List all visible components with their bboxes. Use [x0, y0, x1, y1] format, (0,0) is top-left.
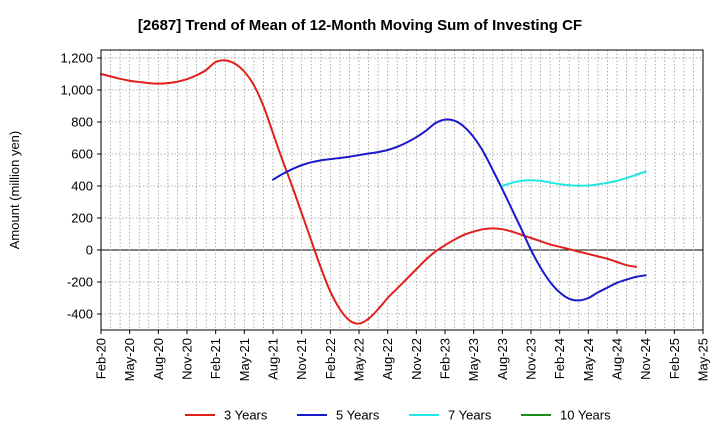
x-tick-label: May-25	[696, 338, 711, 381]
y-tick-label: 800	[71, 115, 93, 130]
y-tick-label: -400	[67, 307, 93, 322]
x-tick-label: Nov-24	[638, 338, 653, 380]
x-tick-label: Aug-22	[380, 338, 395, 380]
y-tick-label: 400	[71, 179, 93, 194]
plot-area-frame	[100, 49, 704, 331]
x-axis-ticks: Feb-20 May-20 Aug-20 Nov-20 Feb-21 May-21 Aug-…	[94, 330, 711, 381]
x-tick-label: Feb-24	[552, 338, 567, 379]
y-tick-label: 200	[71, 211, 93, 226]
grid-lines	[100, 50, 704, 330]
x-tick-label: Feb-23	[438, 338, 453, 379]
x-tick-label: Nov-23	[524, 338, 539, 380]
legend-label-3: 7 Years	[448, 408, 492, 423]
y-tick-label: 1,200	[60, 51, 93, 66]
x-tick-label: May-24	[581, 338, 596, 381]
y-tick-label: 0	[86, 243, 93, 258]
x-tick-label: Feb-22	[323, 338, 338, 379]
x-tick-label: Aug-21	[266, 338, 281, 380]
y-axis-ticks: -400 -200 0 200 400 600 800 1,000 1,200	[60, 51, 101, 322]
chart-title: [2687] Trend of Mean of 12-Month Moving …	[138, 17, 582, 34]
y-tick-label: 600	[71, 147, 93, 162]
x-tick-label: Nov-21	[294, 338, 309, 380]
x-tick-label: May-20	[122, 338, 137, 381]
x-tick-label: Feb-21	[208, 338, 223, 379]
legend-label-1: 3 Years	[224, 408, 268, 423]
series-line-2	[272, 118, 647, 302]
series-line-1	[100, 59, 638, 325]
x-tick-label: May-22	[352, 338, 367, 381]
legend-label-2: 5 Years	[336, 408, 380, 423]
y-tick-label: -200	[67, 275, 93, 290]
x-tick-label: Aug-20	[151, 338, 166, 380]
x-tick-label: Aug-23	[495, 338, 510, 380]
series-lines	[100, 59, 647, 325]
x-tick-label: Nov-20	[180, 338, 195, 380]
x-tick-label: Feb-25	[667, 338, 682, 379]
y-axis-label: Amount (million yen)	[7, 131, 22, 250]
legend-label-4: 10 Years	[560, 408, 611, 423]
x-tick-label: May-23	[466, 338, 481, 381]
x-tick-label: May-21	[237, 338, 252, 381]
x-tick-label: Nov-22	[409, 338, 424, 380]
y-tick-label: 1,000	[60, 83, 93, 98]
x-tick-label: Aug-24	[610, 338, 625, 380]
legend: 3 Years 5 Years 7 Years 10 Years	[185, 408, 611, 423]
x-tick-label: Feb-20	[94, 338, 109, 379]
series-line-3	[501, 170, 647, 187]
